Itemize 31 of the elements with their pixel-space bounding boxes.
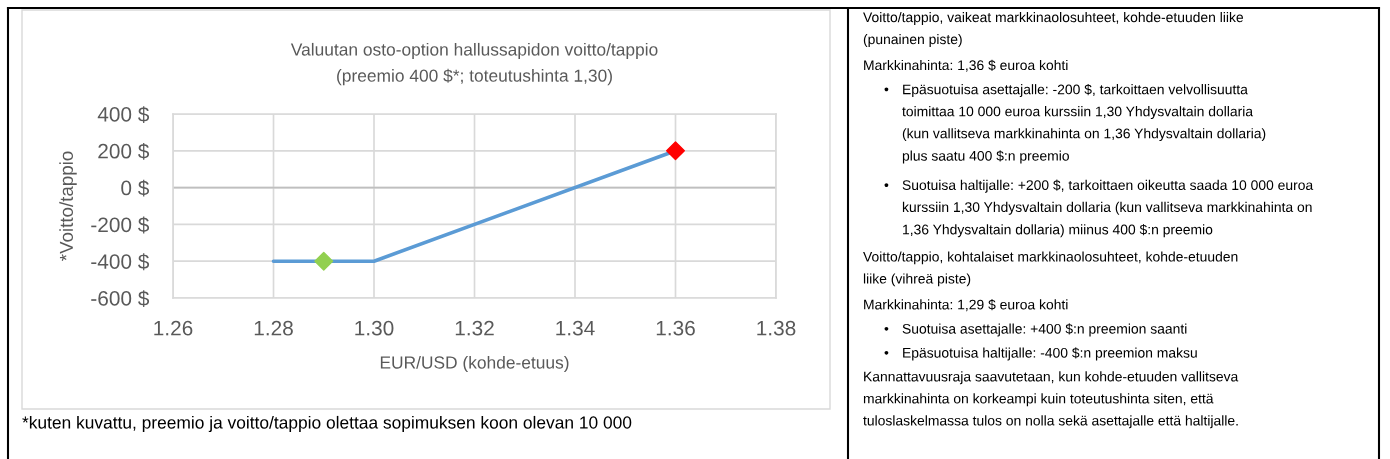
x-tick-label: 1.32 bbox=[455, 320, 494, 336]
x-tick-label: 1.34 bbox=[556, 320, 595, 336]
text: • bbox=[884, 350, 889, 355]
text: Voitto/tappio, vaikeat markkinaolosuhteet, kohde-etuuden liike (punainen piste) bbox=[863, 12, 1244, 47]
y-tick-label: -400 $ bbox=[91, 253, 150, 271]
y-tick-label: 0 $ bbox=[121, 179, 150, 197]
x-axis-title: EUR/USD (kohde-etuus) bbox=[380, 355, 569, 373]
text: Markkinahinta: 1,29 $ euroa kohti bbox=[864, 299, 1068, 312]
text: Suotuisa asettajalle: +400 $:n preemion saanti bbox=[902, 323, 1187, 337]
chart-title: Valuutan osto-option hallussapidon voitto/tappio bbox=[290, 42, 658, 60]
x-tick-label: 1.36 bbox=[656, 320, 695, 336]
y-tick-label: 400 $ bbox=[97, 106, 150, 123]
y-axis-title: *Voitto/tappio bbox=[59, 151, 77, 261]
x-tick-label: 1.26 bbox=[154, 320, 193, 336]
x-tick-label: 1.38 bbox=[757, 320, 796, 336]
text: Epäsuotuisa haltijalle: -400 $:n preemion maksu bbox=[903, 347, 1197, 361]
y-tick-label: -600 $ bbox=[91, 290, 150, 307]
y-tick-label: 200 $ bbox=[98, 142, 150, 160]
text: Suotuisa haltijalle: +200 $, tarkoittaen oikeutta saada 10 000 euroa kurssiin 1,30 Yhdysvaltain dollaria (kun vallitseva markkinahinta on 1,36 Yhdysvaltain dollaria) miinus 400 $:n preemio bbox=[902, 179, 1314, 238]
text: Markkinahinta: 1,36 $ euroa kohti bbox=[864, 59, 1068, 72]
text: Voitto/tappio, kohtalaiset markkinaolosuhteet, kohde-etuuden liike (vihreä piste) bbox=[863, 251, 1238, 287]
text: • bbox=[884, 183, 889, 187]
text: Kannattavuusraja saavutetaan, kun kohde-etuuden vallitseva markkinahinta on korkeampi kuin toteutushinta siten, että tuloslaskelmassa tulos on nolla sekä asettajalle että haltijalle. bbox=[863, 371, 1239, 429]
text: *kuten kuvattu, preemio ja voitto/tappio olettaa sopimuksen koon olevan 10 000 bbox=[22, 415, 632, 433]
x-tick-label: 1.28 bbox=[254, 320, 293, 336]
y-tick-label: -200 $ bbox=[91, 216, 150, 234]
chart-subtitle: (preemio 400 $*; toteutushinta 1,30) bbox=[337, 68, 612, 86]
text: Epäsuotuisa asettajalle: -200 $, tarkoittaen velvollisuutta toimittaa 10 000 euroa kurssiin 1,30 Yhdysvaltain dollaria (kun vallitseva markkinahinta on 1,36 Yhdysvaltain dollaria) plus saatu 400 $:n preemio bbox=[902, 83, 1266, 164]
x-tick-label: 1.30 bbox=[355, 320, 394, 336]
text: • bbox=[884, 326, 889, 331]
text: • bbox=[884, 87, 889, 92]
